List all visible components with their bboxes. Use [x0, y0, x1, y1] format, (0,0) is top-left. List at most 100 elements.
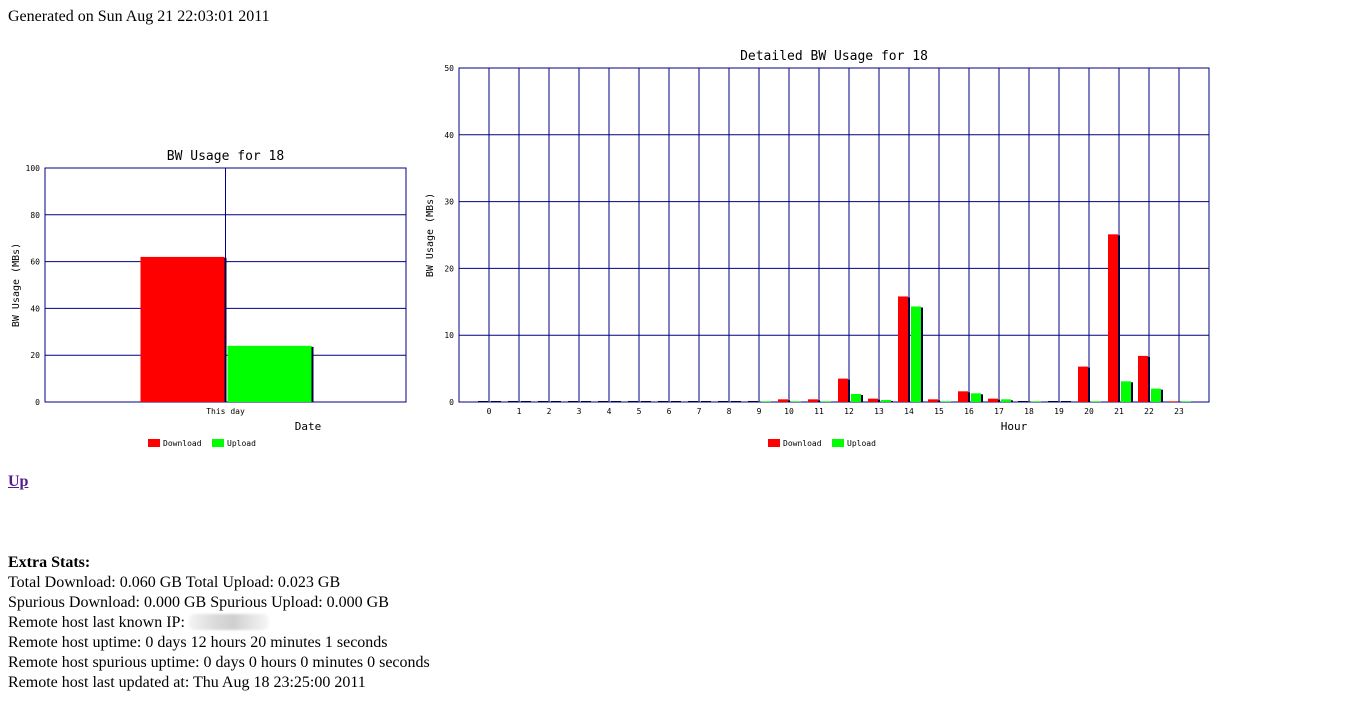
x-tick-label: 9 [757, 407, 762, 416]
x-tick-label: 4 [607, 407, 612, 416]
y-tick-label: 20 [444, 264, 454, 273]
legend-download-swatch [148, 439, 160, 447]
y-tick-label: 0 [449, 398, 454, 407]
upload-bar [851, 393, 861, 402]
y-tick-label: 40 [444, 131, 454, 140]
extra-stats-heading: Extra Stats: [8, 554, 91, 571]
upload-bar [911, 306, 921, 402]
x-tick-label: 21 [1114, 407, 1124, 416]
x-axis-label: Hour [1001, 420, 1028, 433]
download-bar [838, 378, 848, 402]
download-bar [958, 391, 968, 402]
x-tick-label: 15 [934, 407, 944, 416]
x-tick-label: 5 [637, 407, 642, 416]
upload-bar [641, 401, 651, 402]
upload-bar [881, 399, 891, 402]
upload-bar [581, 401, 591, 402]
upload-bar [227, 345, 312, 402]
download-bar [1168, 401, 1178, 402]
y-tick-label: 30 [444, 198, 454, 207]
x-tick-label: 16 [964, 407, 974, 416]
upload-bar [1061, 401, 1071, 402]
download-bar [1048, 401, 1058, 402]
x-tick-label: 10 [784, 407, 794, 416]
up-link[interactable]: Up [8, 473, 29, 490]
x-tick-label: 13 [874, 407, 884, 416]
upload-bar [521, 401, 531, 402]
daily-bw-chart: BW Usage for 18 0 20 40 60 80 100 BW Usage (MBs… [11, 149, 407, 448]
download-bar [718, 401, 728, 402]
x-tick-label: 2 [547, 407, 552, 416]
redacted-ip [188, 614, 269, 630]
x-tick-label: This day [206, 407, 245, 416]
host-uptime: Remote host uptime: 0 days 12 hours 20 m… [8, 634, 388, 651]
total-traffic: Total Download: 0.060 GB Total Upload: 0… [8, 574, 341, 591]
upload-bar [1001, 399, 1011, 402]
last-known-ip-row: Remote host last known IP: [8, 613, 430, 633]
y-tick-label: 40 [30, 304, 40, 313]
download-bar [808, 399, 818, 402]
download-bar [508, 401, 518, 402]
upload-bar [1091, 401, 1101, 402]
download-bar [628, 401, 638, 402]
x-tick-label: 6 [667, 407, 672, 416]
upload-bar [611, 401, 621, 402]
x-tick-label: 1 [517, 407, 522, 416]
x-tick-label: 8 [727, 407, 732, 416]
legend-upload-swatch [832, 439, 844, 447]
upload-bar [491, 401, 501, 402]
x-tick-label: 17 [994, 407, 1004, 416]
legend-upload-label: Upload [227, 439, 256, 448]
upload-bar [1031, 401, 1041, 402]
upload-bar [761, 401, 771, 402]
upload-bar [701, 401, 711, 402]
y-axis-label: BW Usage (MBs) [11, 243, 22, 327]
x-tick-label: 11 [814, 407, 824, 416]
upload-bar [671, 401, 681, 402]
y-tick-label: 100 [26, 164, 41, 173]
y-tick-label: 0 [35, 398, 40, 407]
download-bar [538, 401, 548, 402]
download-bar [598, 401, 608, 402]
y-tick-label: 80 [30, 211, 40, 220]
upload-bar [1121, 381, 1131, 402]
chart-title: BW Usage for 18 [167, 149, 284, 164]
y-axis-label: BW Usage (MBs) [425, 193, 436, 277]
plot-frame [458, 67, 1210, 403]
download-bar [478, 401, 488, 402]
upload-bar [941, 401, 951, 402]
download-bar [658, 401, 668, 402]
x-tick-label: 7 [697, 407, 702, 416]
legend-download-swatch [768, 439, 780, 447]
download-bar [868, 398, 878, 402]
y-tick-label: 60 [30, 258, 40, 267]
x-tick-label: 22 [1144, 407, 1154, 416]
legend-download-label: Download [783, 439, 822, 448]
legend-upload-swatch [212, 439, 224, 447]
upload-bar [971, 393, 981, 402]
host-spurious-uptime: Remote host spurious uptime: 0 days 0 ho… [8, 654, 430, 671]
download-bar [140, 256, 225, 402]
extra-stats: Extra Stats: Total Download: 0.060 GB To… [8, 553, 430, 693]
x-axis-label: Date [295, 420, 322, 433]
upload-bar [551, 401, 561, 402]
x-tick-label: 14 [904, 407, 914, 416]
upload-bar [821, 401, 831, 402]
y-tick-label: 20 [30, 351, 40, 360]
x-tick-label: 12 [844, 407, 854, 416]
upload-bar [1181, 401, 1191, 402]
legend-download-label: Download [163, 439, 202, 448]
download-bar [928, 399, 938, 402]
x-tick-label: 19 [1054, 407, 1064, 416]
download-bar [988, 398, 998, 402]
spurious-traffic: Spurious Download: 0.000 GB Spurious Upl… [8, 594, 389, 611]
upload-bar [731, 401, 741, 402]
x-tick-label: 0 [487, 407, 492, 416]
download-bar [898, 296, 908, 402]
download-bar [1108, 234, 1118, 402]
y-tick-label: 10 [444, 331, 454, 340]
upload-bar [1151, 388, 1161, 402]
download-bar [1138, 355, 1148, 402]
x-tick-label: 20 [1084, 407, 1094, 416]
download-bar [1078, 366, 1088, 402]
